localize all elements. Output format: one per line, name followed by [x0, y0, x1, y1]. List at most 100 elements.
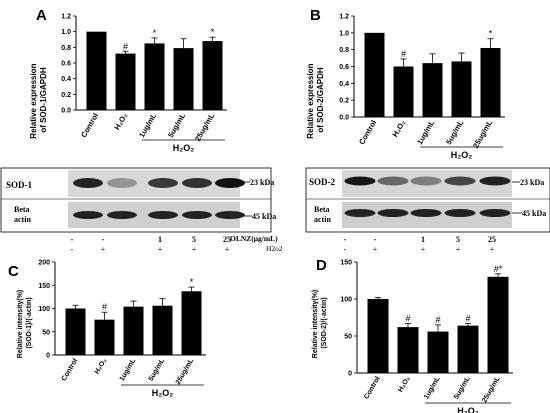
treatment-values-right: - -1 5 25- + + + + — [344, 235, 496, 254]
blot-band — [479, 209, 511, 217]
treatment-olnz-value: 1 — [158, 235, 162, 244]
significance-mark: * — [190, 277, 194, 287]
category-label: 5ug/mL — [453, 375, 472, 401]
category-label: 1ug/mL — [423, 375, 442, 401]
blot-left-45kda: 45 kDa — [252, 212, 276, 221]
treatment-h2o2-value: - — [344, 245, 347, 254]
group-label: H₂O₂ — [173, 143, 195, 153]
treatment-olnz-value: 5 — [192, 235, 196, 244]
category-label: 5ug/mL — [444, 118, 465, 146]
y-tick-label: 1.2 — [339, 14, 349, 21]
y-tick-label: 100 — [340, 297, 352, 304]
y-tick-label: 0.6 — [339, 64, 349, 71]
category-label: H₂O₂ — [397, 376, 411, 394]
panel-d-chart: D Relative intensity(%) (SOD-2)/(-actin)… — [312, 257, 513, 413]
bar — [123, 306, 144, 355]
category-label: H₂O₂ — [94, 358, 108, 376]
significance-mark: # — [465, 313, 470, 323]
y-tick-label: 0 — [46, 353, 50, 360]
treatment-h2o2-value: + — [490, 245, 495, 254]
blot-band — [73, 211, 103, 219]
bar — [86, 31, 107, 111]
category-label: Control — [363, 375, 382, 400]
treatment-olnz-value: 25 — [488, 235, 496, 244]
blot-band — [215, 211, 245, 219]
category-label: 25ug/mL — [193, 111, 216, 143]
treatment-olnz-value: - — [374, 235, 377, 244]
treatment-h2o2-value: + — [101, 245, 106, 254]
blot-band — [182, 211, 212, 219]
category-label: 1ug/mL — [415, 118, 436, 146]
y-tick-label: 0 — [348, 371, 352, 378]
y-tick-label: 0.6 — [61, 61, 71, 68]
panel-c-ylabel: Relative intensity(%) (SOD-1)/(-actin) — [17, 288, 33, 358]
blot-band — [148, 178, 178, 188]
bar — [364, 32, 385, 118]
group-label: H₂O₂ — [457, 406, 479, 413]
category-label: 25ug/mL — [175, 357, 196, 386]
blot-band — [148, 211, 178, 219]
bar — [480, 47, 501, 117]
y-tick-label: 150 — [340, 260, 352, 267]
western-blot-panel: SOD-1 Beta actin 23 kDa 45 kDa SOD-2 Bet… — [0, 167, 550, 254]
category-label: Control — [61, 357, 80, 382]
treatment-olnz-value: 25 — [223, 235, 231, 244]
y-tick-label: 150 — [38, 283, 50, 290]
treatment-row-label: OLNZ(μg/mL) — [230, 234, 278, 243]
treatment-h2o2-value: + — [225, 245, 230, 254]
blot-right-actin-bands — [344, 209, 511, 217]
treatment-h2o2-value: + — [158, 245, 163, 254]
y-tick-label: 0.2 — [339, 98, 349, 105]
y-tick-label: 1.0 — [61, 29, 71, 36]
blot-left-actin-label: actin — [14, 215, 31, 224]
bar — [393, 66, 414, 117]
y-tick-label: 1.2 — [61, 14, 71, 21]
bar — [427, 331, 449, 373]
blot-left-23kda: 23 kDa — [250, 178, 274, 187]
treatment-olnz-value: - — [71, 235, 74, 244]
treatment-olnz-value: 1 — [421, 235, 425, 244]
treatment-values-left: - -1 5 25- + + + + — [71, 235, 231, 254]
bar — [202, 41, 223, 110]
y-tick-label: 50 — [42, 329, 50, 336]
blot-band — [377, 209, 409, 217]
significance-mark: # — [405, 313, 410, 323]
y-tick-label: 200 — [38, 260, 50, 267]
panel-a-label: A — [36, 7, 47, 24]
panel-d-ylabel: Relative intensity(%) (SOD-2)/(-actin) — [312, 288, 328, 358]
treatment-h2o2-value: + — [421, 245, 426, 254]
blot-right-beta-label: Beta — [314, 205, 330, 214]
y-tick-label: 0.0 — [339, 115, 349, 122]
y-tick-label: 0.4 — [61, 76, 71, 83]
blot-band — [444, 209, 476, 217]
panel-c-chart: C Relative intensity(%) (SOD-1)/(-actin)… — [8, 260, 206, 398]
bar — [115, 53, 136, 110]
category-label: 25ug/mL — [481, 375, 502, 404]
blot-right-actin-label: actin — [314, 215, 331, 224]
blot-band — [182, 178, 212, 188]
bar — [173, 48, 194, 110]
h2o2-row-label: H2o2 — [266, 244, 283, 253]
treatment-h2o2-value: + — [456, 245, 461, 254]
bar — [181, 291, 202, 355]
y-tick-label: 100 — [38, 306, 50, 313]
bar — [451, 61, 472, 117]
category-label: H₂O₂ — [390, 119, 407, 139]
y-tick-label: 0.0 — [61, 108, 71, 115]
panel-b-label: B — [310, 7, 321, 24]
significance-mark: # — [401, 49, 406, 59]
bar — [94, 319, 115, 355]
significance-mark: * — [211, 27, 215, 37]
blot-band — [215, 178, 245, 188]
y-tick-label: 0.8 — [339, 47, 349, 54]
significance-mark: * — [153, 28, 157, 38]
blot-right-23kda: 23 kDa — [520, 178, 544, 187]
blot-sod2-label: SOD-2 — [309, 177, 336, 187]
y-tick-label: 50 — [344, 334, 352, 341]
panel-d-label: D — [316, 257, 327, 274]
blot-band — [107, 178, 137, 188]
blot-band — [344, 176, 376, 186]
category-label: 1ug/mL — [137, 111, 158, 139]
significance-mark: #* — [494, 264, 503, 274]
